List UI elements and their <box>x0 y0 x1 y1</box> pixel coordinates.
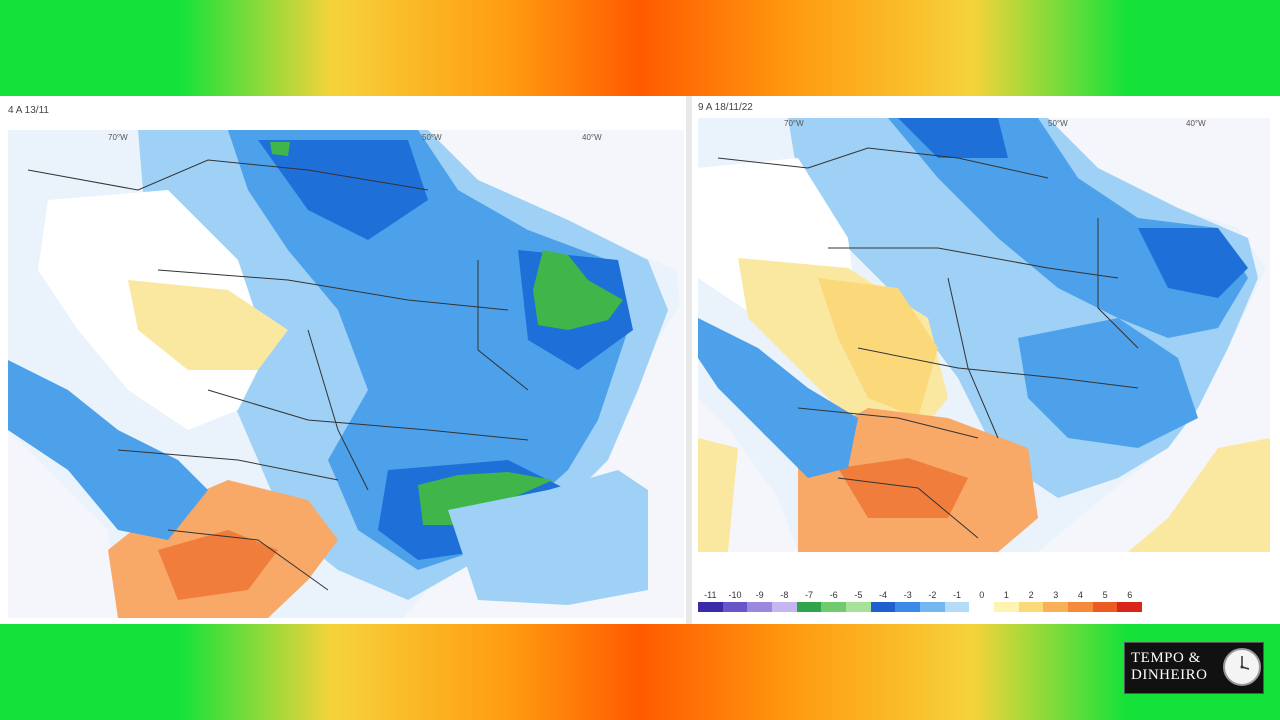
rain-anomaly-medium-north <box>888 118 1248 338</box>
legend-value: -11 <box>704 590 717 600</box>
left-lon-label-1: 70°W <box>108 133 128 142</box>
legend-value: -8 <box>780 590 789 600</box>
legend-swatch <box>895 602 921 612</box>
legend-swatch <box>920 602 945 612</box>
legend-value: 4 <box>1077 590 1083 600</box>
legend-swatch <box>1018 602 1044 612</box>
legend-value: 5 <box>1102 590 1108 600</box>
clock-icon <box>1223 648 1261 686</box>
left-lon-label-2: 50°W <box>422 133 442 142</box>
legend-value: -10 <box>728 590 742 600</box>
right-date-label: 9 A 18/11/22 <box>698 102 753 113</box>
legend-swatch <box>846 602 871 612</box>
panel-divider <box>686 96 692 624</box>
legend-bar <box>698 602 1143 612</box>
legend-swatch <box>698 602 723 612</box>
legend-swatch <box>772 602 797 612</box>
rain-anomaly-andes <box>698 318 858 478</box>
country-borders <box>27 159 529 591</box>
ocean-dry-west <box>698 438 738 552</box>
legend-swatch <box>969 602 995 612</box>
legend-swatch <box>870 602 896 612</box>
left-map-panel: 4 A 13/11 70°W 50°W 40°W <box>0 96 686 624</box>
legend-swatch <box>1092 602 1118 612</box>
legend-value: 2 <box>1028 590 1034 600</box>
country-borders <box>717 147 1139 539</box>
bottom-gradient-band <box>0 624 1280 720</box>
left-date-label: 4 A 13/11 <box>8 105 49 116</box>
legend-value: -9 <box>755 590 764 600</box>
dry-anomaly-light-orange <box>818 278 938 418</box>
logo-line-2: DINHEIRO <box>1131 667 1208 683</box>
rain-anomaly-dark-northeast <box>1138 228 1248 298</box>
legend-swatch <box>1043 602 1069 612</box>
dry-anomaly-yellow <box>128 280 288 370</box>
color-scale-legend: -11 -10 -9 -8 -7 -6 -5 -4 -3 -2 -1 0 1 2 3 4 5 6 <box>698 590 1143 614</box>
legend-swatch <box>722 602 748 612</box>
legend-value: -5 <box>854 590 863 600</box>
rain-anomaly-dark-north <box>898 118 1008 158</box>
legend-swatch <box>796 602 822 612</box>
legend-value: -2 <box>928 590 937 600</box>
legend-swatch <box>944 602 970 612</box>
tempo-dinheiro-logo: TEMPO & DINHEIRO <box>1124 642 1264 694</box>
legend-value: -4 <box>879 590 888 600</box>
rain-anomaly-dark-north <box>258 140 428 240</box>
legend-value: 6 <box>1127 590 1133 600</box>
legend-swatch <box>1068 602 1093 612</box>
legend-value: 3 <box>1053 590 1059 600</box>
right-map-panel: 9 A 18/11/22 70°W 50°W 40°W <box>692 96 1280 624</box>
ocean-dry-east <box>1128 438 1270 552</box>
right-lon-label-3: 40°W <box>1186 119 1206 128</box>
legend-value: -1 <box>953 590 962 600</box>
legend-value: 1 <box>1003 590 1009 600</box>
rain-anomaly-green-northeast <box>533 250 623 330</box>
right-lon-label-1: 70°W <box>784 119 804 128</box>
legend-swatch <box>1117 602 1143 612</box>
logo-text: TEMPO & DINHEIRO <box>1131 650 1208 684</box>
legend-swatch <box>994 602 1019 612</box>
rain-anomaly-green-north <box>270 142 290 156</box>
left-precipitation-map: 70°W 50°W 40°W <box>8 130 684 618</box>
legend-value: 0 <box>979 590 985 600</box>
rain-anomaly-medium <box>228 130 628 570</box>
legend-value: -3 <box>903 590 912 600</box>
legend-swatch <box>747 602 773 612</box>
rain-anomaly-medium-center <box>1018 318 1198 448</box>
logo-line-1: TEMPO & <box>1131 650 1201 666</box>
legend-swatch <box>821 602 847 612</box>
rain-anomaly-andes <box>8 360 208 540</box>
ocean-anomaly <box>448 470 648 605</box>
dry-anomaly-deep-orange <box>158 530 278 600</box>
right-precipitation-map: 70°W 50°W 40°W <box>698 118 1270 552</box>
legend-value: -6 <box>829 590 838 600</box>
legend-labels: -11 -10 -9 -8 -7 -6 -5 -4 -3 -2 -1 0 1 2 3 4 5 6 <box>698 590 1142 602</box>
right-lon-label-2: 50°W <box>1048 119 1068 128</box>
legend-value: -7 <box>805 590 814 600</box>
top-gradient-band <box>0 0 1280 96</box>
left-lon-label-3: 40°W <box>582 133 602 142</box>
